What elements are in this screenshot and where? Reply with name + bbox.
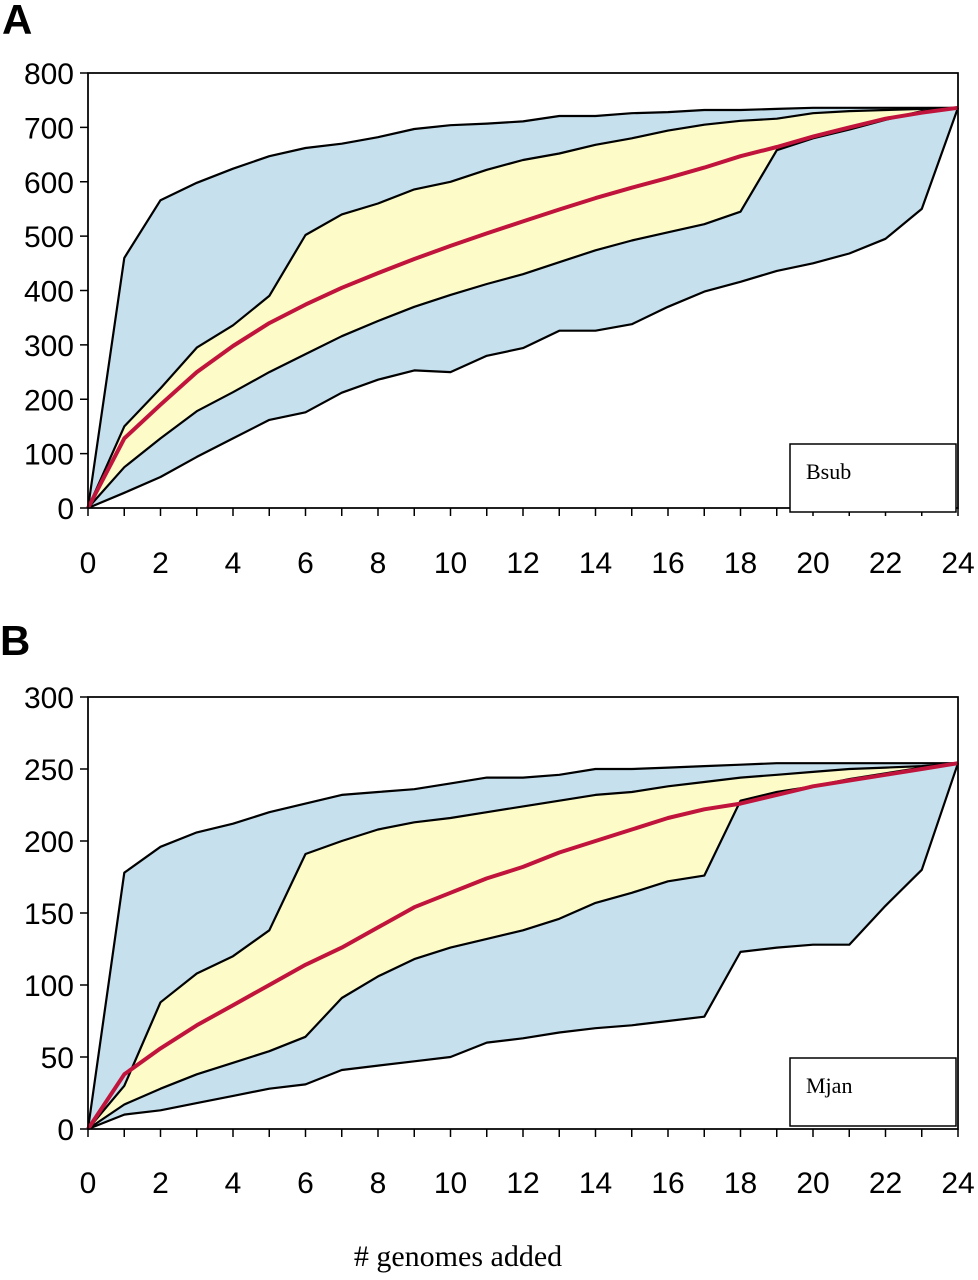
legend: Mjan — [789, 1057, 957, 1127]
mean-line — [86, 105, 959, 509]
min-line — [87, 762, 960, 1131]
panel-label: B — [0, 617, 30, 664]
legend-label: Mjan — [806, 1073, 852, 1098]
x-tick-label: 10 — [434, 547, 467, 580]
upper-band-line — [86, 106, 959, 509]
x-tick-label: 22 — [869, 1167, 902, 1200]
legend-box — [789, 1057, 957, 1127]
x-tick-label: 22 — [869, 547, 902, 580]
x-tick-label: 12 — [506, 547, 539, 580]
legend-label: Bsub — [806, 459, 851, 484]
x-tick-label: 10 — [434, 1167, 467, 1200]
x-tick-label: 0 — [80, 1167, 97, 1200]
y-tick-label: 150 — [24, 898, 74, 931]
x-tick-label: 24 — [941, 547, 974, 580]
x-tick-label: 18 — [724, 547, 757, 580]
y-tick-label: 600 — [24, 167, 74, 200]
x-tick-label: 6 — [297, 547, 314, 580]
panel-label: A — [2, 0, 32, 43]
legend-box — [789, 443, 957, 513]
x-axis-label: # genomes added — [354, 1240, 562, 1273]
y-tick-label: 100 — [24, 439, 74, 472]
y-tick-label: 100 — [24, 970, 74, 1003]
x-tick-label: 8 — [370, 547, 387, 580]
x-tick-label: 6 — [297, 1167, 314, 1200]
x-tick-label: 18 — [724, 1167, 757, 1200]
upper-band-line — [87, 762, 959, 1130]
y-tick-label: 500 — [24, 221, 74, 254]
x-tick-label: 16 — [651, 1167, 684, 1200]
x-tick-label: 2 — [152, 1167, 169, 1200]
x-tick-label: 4 — [225, 1167, 242, 1200]
y-tick-label: 50 — [41, 1042, 74, 1075]
y-tick-label: 200 — [24, 384, 74, 417]
max-line — [86, 106, 958, 509]
y-tick-label: 400 — [24, 276, 74, 309]
y-tick-label: 0 — [57, 1114, 74, 1147]
inner-band — [88, 107, 958, 509]
y-tick-label: 700 — [24, 112, 74, 145]
min-line — [87, 107, 960, 510]
legend: Bsub — [789, 443, 957, 513]
x-tick-label: 20 — [796, 547, 829, 580]
x-tick-label: 4 — [225, 547, 242, 580]
x-tick-label: 12 — [506, 1167, 539, 1200]
x-tick-label: 24 — [941, 1167, 974, 1200]
y-tick-label: 300 — [24, 330, 74, 363]
x-tick-label: 0 — [80, 547, 97, 580]
y-tick-label: 250 — [24, 754, 74, 787]
y-tick-label: 0 — [57, 493, 74, 526]
x-tick-label: 2 — [152, 547, 169, 580]
x-tick-label: 8 — [370, 1167, 387, 1200]
x-tick-label: 20 — [796, 1167, 829, 1200]
x-tick-label: 14 — [579, 1167, 612, 1200]
y-tick-label: 200 — [24, 826, 74, 859]
y-tick-label: 800 — [24, 58, 74, 91]
x-tick-label: 16 — [651, 547, 684, 580]
max-line — [86, 762, 958, 1130]
y-tick-label: 300 — [24, 682, 74, 715]
x-tick-label: 14 — [579, 547, 612, 580]
mean-line — [86, 761, 959, 1131]
